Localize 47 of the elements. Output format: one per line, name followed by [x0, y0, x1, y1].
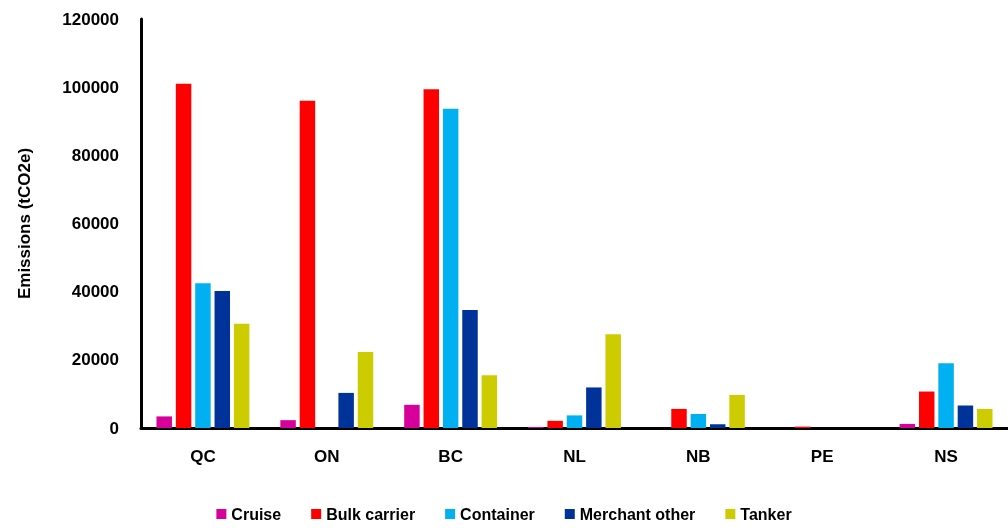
- bar: [462, 310, 478, 428]
- bar: [404, 404, 420, 428]
- bar: [938, 363, 954, 428]
- y-tick-label: 40000: [71, 282, 119, 302]
- bar: [977, 408, 993, 428]
- bar: [156, 416, 172, 428]
- bar: [547, 420, 563, 428]
- x-tick-label: NB: [686, 447, 711, 466]
- x-tick-label: ON: [314, 447, 340, 466]
- x-tick-label: BC: [438, 447, 463, 466]
- bar: [233, 323, 250, 428]
- x-tick-label: NS: [934, 447, 958, 466]
- bar: [442, 108, 459, 428]
- legend-label: Tanker: [740, 505, 792, 523]
- x-tick-label: QC: [190, 447, 216, 466]
- legend-label: Bulk carrier: [326, 505, 416, 523]
- bar: [729, 394, 745, 428]
- bar: [566, 415, 583, 428]
- bar: [918, 391, 935, 428]
- y-tick-label: 60000: [71, 214, 119, 233]
- y-tick-label: 80000: [71, 145, 119, 165]
- bar: [423, 89, 440, 428]
- bar: [605, 334, 621, 428]
- x-tick-label: PE: [810, 447, 834, 466]
- bar: [690, 414, 707, 428]
- legend-label: Merchant other: [579, 505, 696, 523]
- legend-label: Container: [460, 505, 535, 523]
- bar: [338, 392, 354, 428]
- y-tick-label: 20000: [71, 350, 119, 370]
- bar: [481, 375, 498, 428]
- bar: [195, 283, 211, 428]
- bar: [214, 290, 231, 428]
- bar: [586, 387, 602, 428]
- x-tick-label: NL: [563, 447, 586, 466]
- bar: [899, 423, 916, 428]
- y-axis-title: Emissions (tCO2e): [15, 147, 34, 300]
- y-tick-label: 0: [109, 418, 119, 438]
- bar: [357, 351, 374, 428]
- bar: [175, 83, 192, 428]
- y-tick-label: 120000: [62, 9, 119, 29]
- bar: [671, 408, 687, 428]
- legend-label: Cruise: [231, 505, 282, 523]
- bar: [709, 424, 726, 428]
- bar: [299, 100, 316, 428]
- y-tick-label: 100000: [62, 77, 119, 97]
- bar: [280, 420, 296, 428]
- bar: [957, 405, 974, 428]
